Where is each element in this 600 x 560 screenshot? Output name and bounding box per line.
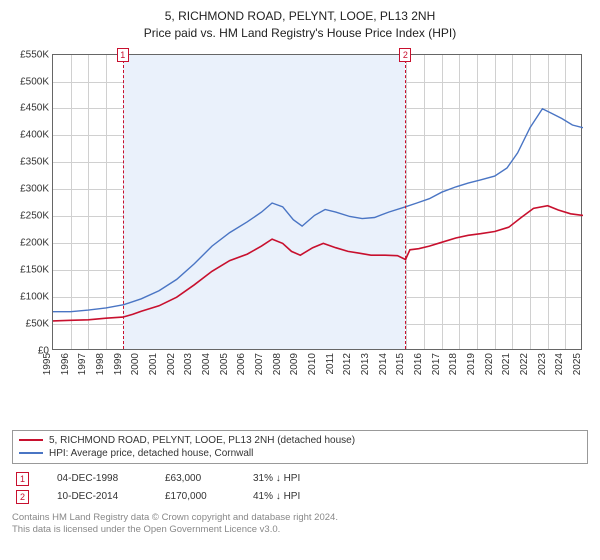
x-tick-label: 2011 — [325, 353, 336, 375]
chart-title: 5, RICHMOND ROAD, PELYNT, LOOE, PL13 2NH… — [12, 8, 588, 42]
sale-marker-2: 2 — [399, 48, 411, 62]
event-price: £63,000 — [165, 473, 225, 484]
event-hpi-delta: 31% ↓ HPI — [253, 473, 333, 484]
marker-guideline — [123, 55, 124, 349]
event-hpi-delta: 41% ↓ HPI — [253, 491, 333, 502]
y-tick-label: £400K — [20, 130, 49, 141]
y-tick-label: £50K — [26, 318, 49, 329]
x-tick-label: 2023 — [537, 353, 548, 375]
event-row: 1 04-DEC-1998 £63,000 31% ↓ HPI — [12, 470, 588, 488]
x-tick-label: 2018 — [448, 353, 459, 375]
x-tick-label: 2006 — [236, 353, 247, 375]
x-tick-label: 2007 — [254, 353, 265, 375]
legend-swatch — [19, 452, 43, 454]
marker-guideline — [405, 55, 406, 349]
x-tick-label: 2005 — [219, 353, 230, 375]
footer-line-1: Contains HM Land Registry data © Crown c… — [12, 512, 588, 524]
legend-label: 5, RICHMOND ROAD, PELYNT, LOOE, PL13 2NH… — [49, 435, 355, 446]
x-tick-label: 2001 — [148, 353, 159, 375]
legend-swatch — [19, 439, 43, 441]
x-tick-label: 2020 — [484, 353, 495, 375]
x-tick-label: 1995 — [42, 353, 53, 375]
series-property — [53, 205, 583, 320]
x-tick-label: 2013 — [360, 353, 371, 375]
event-row: 2 10-DEC-2014 £170,000 41% ↓ HPI — [12, 488, 588, 506]
x-tick-label: 2021 — [501, 353, 512, 375]
x-tick-label: 2004 — [201, 353, 212, 375]
event-date: 10-DEC-2014 — [57, 491, 137, 502]
x-tick-label: 1997 — [77, 353, 88, 375]
event-price: £170,000 — [165, 491, 225, 502]
x-tick-label: 2014 — [378, 353, 389, 375]
series-lines — [53, 55, 583, 351]
x-tick-label: 2025 — [572, 353, 583, 375]
x-tick-label: 2012 — [342, 353, 353, 375]
y-tick-label: £300K — [20, 184, 49, 195]
event-date: 04-DEC-1998 — [57, 473, 137, 484]
y-tick-label: £500K — [20, 76, 49, 87]
y-tick-label: £100K — [20, 291, 49, 302]
x-tick-label: 2008 — [272, 353, 283, 375]
events-table: 1 04-DEC-1998 £63,000 31% ↓ HPI 2 10-DEC-2014… — [12, 470, 588, 506]
x-tick-label: 1998 — [95, 353, 106, 375]
x-tick-label: 2010 — [307, 353, 318, 375]
x-tick-label: 2009 — [289, 353, 300, 375]
y-tick-label: £200K — [20, 237, 49, 248]
x-tick-label: 2015 — [395, 353, 406, 375]
legend-item: HPI: Average price, detached house, Corn… — [19, 447, 581, 460]
event-badge: 2 — [16, 490, 29, 504]
footer-notice: Contains HM Land Registry data © Crown c… — [12, 512, 588, 537]
series-hpi — [53, 108, 583, 311]
footer-line-2: This data is licensed under the Open Gov… — [12, 524, 588, 536]
sale-marker-1: 1 — [117, 48, 129, 62]
x-tick-label: 2022 — [519, 353, 530, 375]
y-tick-label: £550K — [20, 49, 49, 60]
chart-area: £0£50K£100K£150K£200K£250K£300K£350K£400… — [12, 48, 588, 398]
x-tick-label: 2002 — [166, 353, 177, 375]
x-tick-label: 1999 — [113, 353, 124, 375]
x-tick-label: 2016 — [413, 353, 424, 375]
y-tick-label: £350K — [20, 157, 49, 168]
event-badge: 1 — [16, 472, 29, 486]
x-tick-label: 2019 — [466, 353, 477, 375]
x-tick-label: 2024 — [554, 353, 565, 375]
x-tick-label: 1996 — [60, 353, 71, 375]
x-tick-label: 2003 — [183, 353, 194, 375]
title-line-1: 5, RICHMOND ROAD, PELYNT, LOOE, PL13 2NH — [12, 8, 588, 25]
x-tick-label: 2000 — [130, 353, 141, 375]
y-tick-label: £150K — [20, 264, 49, 275]
y-tick-label: £450K — [20, 103, 49, 114]
x-tick-label: 2017 — [431, 353, 442, 375]
title-line-2: Price paid vs. HM Land Registry's House … — [12, 25, 588, 42]
plot-area: £0£50K£100K£150K£200K£250K£300K£350K£400… — [52, 54, 582, 350]
legend-label: HPI: Average price, detached house, Corn… — [49, 448, 253, 459]
legend: 5, RICHMOND ROAD, PELYNT, LOOE, PL13 2NH… — [12, 430, 588, 464]
y-tick-label: £250K — [20, 211, 49, 222]
legend-item: 5, RICHMOND ROAD, PELYNT, LOOE, PL13 2NH… — [19, 434, 581, 447]
